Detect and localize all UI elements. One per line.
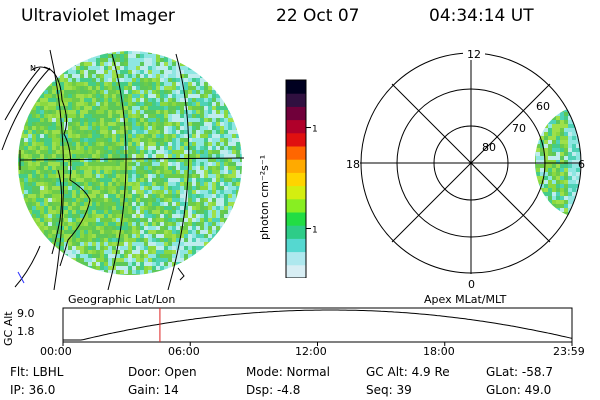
color-scale-cell [286,225,306,239]
color-scale-cell [286,132,306,147]
color-scale-cell [286,172,306,187]
polar-panel-label: Apex MLat/MLT [424,293,507,306]
color-scale-bar: 100 10 [285,79,318,278]
geographic-image: N [1,49,245,290]
geographic-graticule [1,49,245,290]
color-scale-cell [286,119,306,134]
status-filter: Flt: LBHL [10,365,64,379]
color-scale-cell [286,80,306,94]
status-gc-alt: GC Alt: 4.9 Re [366,365,450,379]
ephemeris-xtick-0600: 06:00 [168,345,200,358]
mlt-label-6: 6 [578,158,585,171]
ephemeris-ytick-high: 9.0 [17,307,35,320]
status-mode: Mode: Normal [246,365,330,379]
status-seq: Seq: 39 [366,383,412,397]
color-scale-cell [286,146,306,160]
time-label: 04:34:14 UT [429,6,534,26]
ephemeris-xtick-0000: 00:00 [40,345,72,358]
mlt-label-0: 0 [468,278,475,291]
instrument-title: Ultraviolet Imager [21,6,175,26]
polar-grid [360,52,582,274]
geographic-emission-pixels [18,51,242,275]
mlt-label-12: 12 [467,48,481,61]
ephemeris-x-tick-marks [62,342,573,346]
mlat-label-70: 70 [512,122,526,135]
mlt-label-18: 18 [346,158,360,171]
status-dsp: Dsp: -4.8 [246,383,301,397]
ephemeris-axis-title: GC Alt [2,311,15,346]
color-scale-cell [286,106,306,121]
color-scale-ticks: 100 10 [306,125,318,236]
ephemeris-xtick-1200: 12:00 [295,345,327,358]
gc-altitude-curve [63,309,573,341]
color-scale-unit-label: photon cm⁻²s⁻¹ [258,154,271,240]
color-scale-cell [286,238,306,253]
status-ip: IP: 36.0 [10,383,56,397]
mlat-label-80: 80 [482,141,496,154]
color-scale-cell [286,212,306,226]
ephemeris-xtick-1800: 18:00 [423,345,455,358]
color-scale-cell [286,185,306,200]
color-scale-tick-label: 100 [312,125,318,135]
mlat-label-60: 60 [536,100,550,113]
color-scale-cell [286,251,306,266]
polar-mlat-mlt-plot: 12 18 6 0 80 70 60 [346,46,585,291]
date-label: 22 Oct 07 [276,6,360,26]
status-gain: Gain: 14 [128,383,179,397]
status-glon: GLon: 49.0 [486,383,552,397]
color-scale-cell [286,264,306,278]
color-scale-cell [286,198,306,213]
geographic-panel-label: Geographic Lat/Lon [68,293,176,306]
ephemeris-plot [62,307,573,346]
status-door: Door: Open [128,365,197,379]
status-glat: GLat: -58.7 [486,365,553,379]
color-scale-cell [286,93,306,107]
color-scale-cell [286,159,306,173]
ephemeris-xtick-2359: 23:59 [553,345,585,358]
ephemeris-ytick-low: 1.8 [17,325,35,338]
color-scale-tick-label: 10 [312,226,318,236]
geographic-pole-label: N [30,64,36,73]
color-scale-cells [286,80,306,278]
